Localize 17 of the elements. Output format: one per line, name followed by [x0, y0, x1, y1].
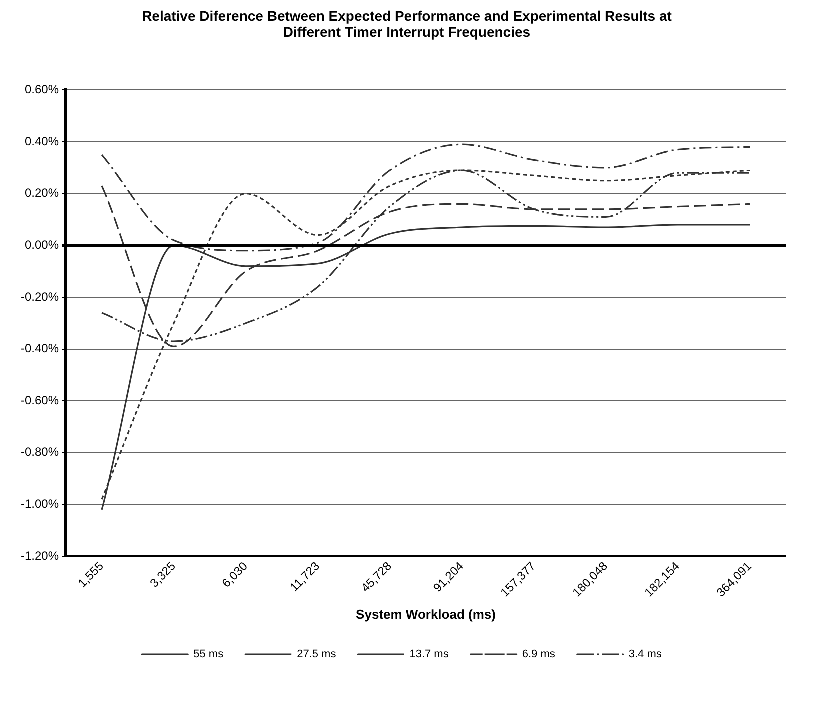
- legend-label: 3.4 ms: [628, 648, 662, 661]
- y-tick-label: 0.60%: [24, 82, 60, 97]
- y-tick-label: -0.20%: [20, 290, 60, 304]
- y-tick-label: 0.40%: [24, 134, 60, 148]
- legend-label: 27.5 ms: [297, 648, 337, 661]
- legend-label: 55 ms: [194, 648, 224, 661]
- y-tick-label: -0.40%: [20, 342, 60, 356]
- y-tick-label: -0.60%: [20, 393, 60, 408]
- y-tick-label: 0.00%: [24, 238, 60, 252]
- legend-label: 6.9 ms: [522, 648, 556, 661]
- y-tick-label: -1.00%: [20, 497, 60, 512]
- chart-title: Relative Diference Between Expected Performance and Experimental Results at Different Timer Interrupt Frequencies: [141, 8, 673, 40]
- y-tick-label: -1.20%: [20, 548, 60, 563]
- y-tick-label: -0.80%: [20, 445, 60, 460]
- legend-label: 13.7 ms: [410, 648, 450, 661]
- y-tick-label: 0.20%: [24, 186, 60, 200]
- x-axis-title: System Workload (ms): [356, 606, 496, 622]
